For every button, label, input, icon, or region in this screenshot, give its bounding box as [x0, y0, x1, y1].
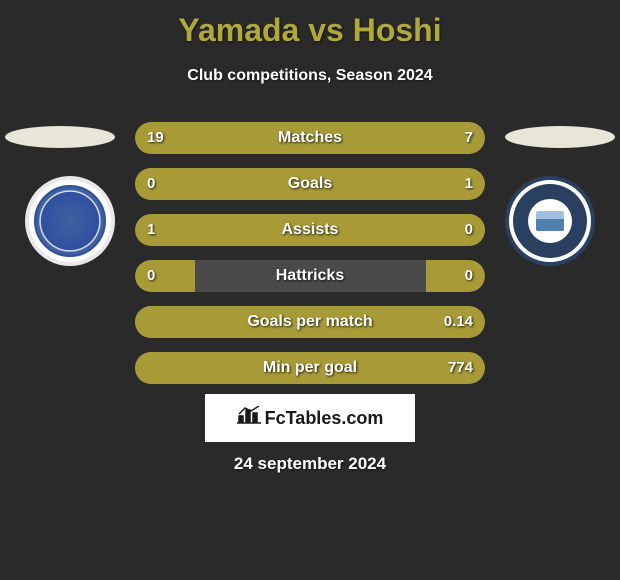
stat-bar: Matches19 7 — [135, 122, 485, 154]
stat-bar: Goals0 1 — [135, 168, 485, 200]
stat-label: Min per goal — [135, 352, 485, 384]
chart-icon — [237, 406, 261, 430]
comparison-date: 24 september 2024 — [0, 454, 620, 474]
stat-label: Matches — [135, 122, 485, 154]
stat-value-right: 0 — [465, 260, 473, 292]
stat-value-right: 0.14 — [444, 306, 473, 338]
watermark-text: FcTables.com — [265, 408, 384, 429]
stat-value-right: 774 — [448, 352, 473, 384]
oval-shadow-right — [505, 126, 615, 148]
team-badge-right — [505, 176, 595, 266]
stat-bar: Assists1 0 — [135, 214, 485, 246]
stat-label: Goals — [135, 168, 485, 200]
comparison-title: Yamada vs Hoshi — [0, 0, 620, 49]
stat-bar: Hattricks0 0 — [135, 260, 485, 292]
stat-value-left: 1 — [147, 214, 155, 246]
watermark: FcTables.com — [205, 394, 415, 442]
stat-value-left: 0 — [147, 168, 155, 200]
team-badge-right-icon — [536, 211, 564, 231]
stat-value-right: 0 — [465, 214, 473, 246]
stat-label: Assists — [135, 214, 485, 246]
stat-bar: Min per goal774 — [135, 352, 485, 384]
stats-container: Matches197Goals01Assists10Hattricks00Goa… — [135, 122, 485, 398]
stat-value-left: 0 — [147, 260, 155, 292]
comparison-subtitle: Club competitions, Season 2024 — [0, 67, 620, 85]
stat-value-right: 7 — [465, 122, 473, 154]
stat-label: Hattricks — [135, 260, 485, 292]
stat-bar: Goals per match0.14 — [135, 306, 485, 338]
stat-value-left: 19 — [147, 122, 164, 154]
team-badge-left-icon — [34, 185, 106, 257]
team-badge-right-ring — [513, 184, 587, 258]
team-badge-right-center — [528, 199, 572, 243]
oval-shadow-left — [5, 126, 115, 148]
stat-value-right: 1 — [465, 168, 473, 200]
stat-label: Goals per match — [135, 306, 485, 338]
team-badge-left — [25, 176, 115, 266]
